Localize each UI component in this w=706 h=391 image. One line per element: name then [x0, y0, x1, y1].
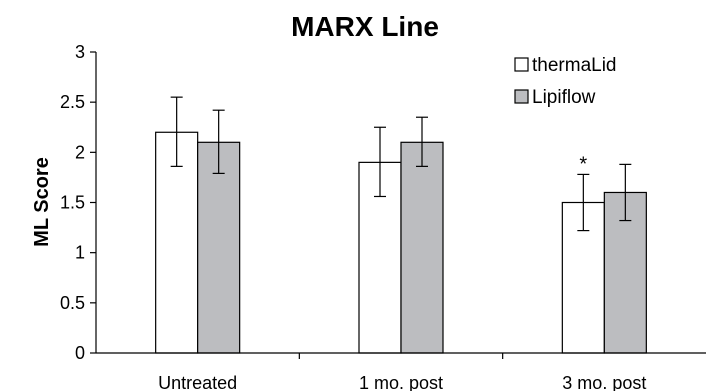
legend-label-lipiflow: Lipiflow: [532, 87, 596, 108]
y-tick-label: 3: [75, 42, 85, 62]
y-tick-label: 0.5: [60, 293, 85, 313]
error-bar-thermalid-2: [374, 126, 386, 198]
axes-layer: [90, 51, 706, 359]
y-tick-label: 2.5: [60, 92, 85, 112]
x-category-labels: Untreated 1 mo. post 3 mo. post: [158, 373, 646, 391]
y-tick-label: 1: [75, 243, 85, 263]
legend: thermaLid Lipiflow: [514, 55, 617, 108]
error-bar-thermalid-1: [170, 96, 183, 167]
y-tick-labels: 0 0.5 1 1.5 2 2.5 3: [60, 42, 85, 363]
annotations-layer: *: [579, 153, 587, 175]
x-category-label: 1 mo. post: [359, 373, 443, 391]
error-bar-thermalid-3: [577, 173, 590, 232]
bar-thermalid-1: [155, 131, 199, 354]
significance-marker: *: [579, 153, 587, 175]
x-category-label: 3 mo. post: [562, 373, 646, 391]
legend-swatch-lipiflow: [514, 89, 529, 104]
legend-label-thermalid: thermaLid: [532, 55, 617, 76]
y-tick-label: 1.5: [60, 193, 85, 213]
legend-swatch-thermalid: [514, 57, 529, 72]
error-bars-layer: [170, 96, 632, 232]
y-tick-label: 0: [75, 343, 85, 363]
chart-title: MARX Line: [291, 11, 439, 42]
bar-lipiflow-2: [400, 141, 444, 354]
y-tick-label: 2: [75, 142, 85, 162]
y-axis-label: ML Score: [31, 157, 53, 247]
error-bar-lipiflow-2: [416, 116, 428, 167]
error-bar-lipiflow-3: [619, 163, 632, 222]
x-category-label: Untreated: [158, 373, 237, 391]
bar-lipiflow-1: [197, 141, 241, 354]
error-bar-lipiflow-1: [212, 109, 225, 175]
bars-layer: [155, 131, 647, 354]
